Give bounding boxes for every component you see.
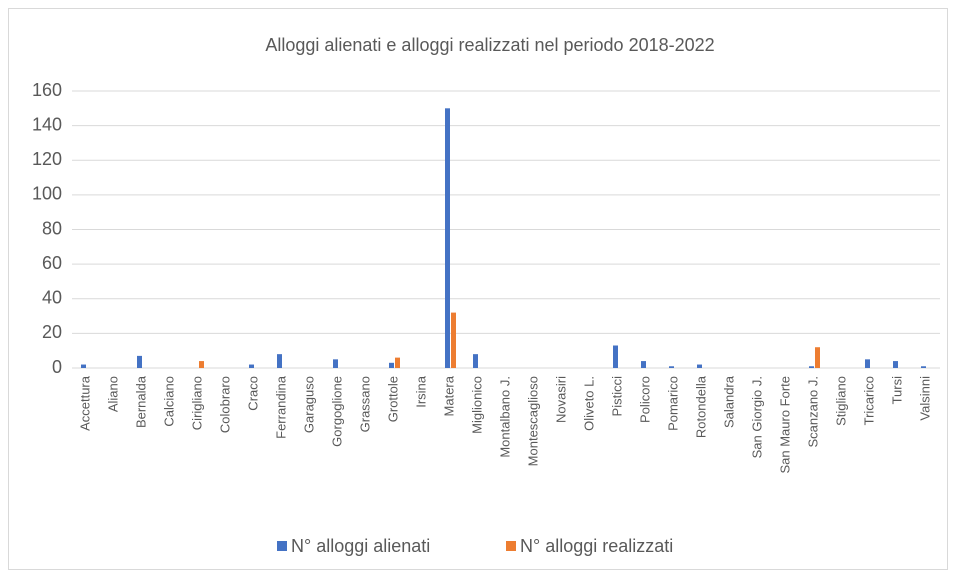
x-tick-label: Gorgoglione — [329, 376, 344, 447]
bar — [249, 364, 254, 368]
x-tick-label: Rotondella — [693, 375, 708, 438]
x-tick-label: San Giorgio J. — [749, 376, 764, 458]
x-tick-label: Grottole — [385, 376, 400, 422]
y-tick-label: 140 — [32, 114, 62, 134]
bar — [697, 364, 702, 368]
x-tick-label: Cirigliano — [189, 376, 204, 430]
x-tick-label: Aliano — [105, 376, 120, 412]
legend-swatch — [277, 541, 287, 551]
bar — [815, 347, 820, 368]
x-tick-label: Valsinni — [917, 376, 932, 421]
x-tick-label: Colobraro — [217, 376, 232, 433]
x-tick-label: Pisticci — [609, 376, 624, 417]
chart-title: Alloggi alienati e alloggi realizzati ne… — [265, 35, 714, 55]
y-tick-label: 40 — [42, 288, 62, 308]
bar — [451, 312, 456, 368]
x-tick-label: Montalbano J. — [497, 376, 512, 458]
bar — [473, 354, 478, 368]
bar — [445, 108, 450, 368]
y-tick-label: 60 — [42, 253, 62, 273]
x-tick-label: Tricarico — [861, 376, 876, 425]
x-tick-label: Novasiri — [553, 376, 568, 423]
x-tick-label: Accettura — [77, 375, 92, 431]
y-tick-label: 100 — [32, 184, 62, 204]
bar — [921, 366, 926, 368]
y-tick-label: 20 — [42, 322, 62, 342]
bar — [333, 359, 338, 368]
bar — [613, 345, 618, 368]
legend-label: N° alloggi realizzati — [520, 536, 673, 556]
x-tick-label: Oliveto L. — [581, 376, 596, 431]
chart-border — [8, 8, 948, 570]
x-tick-label: Miglionico — [469, 376, 484, 434]
legend-label: N° alloggi alienati — [291, 536, 430, 556]
x-tick-label: Ferrandina — [273, 375, 288, 439]
bar — [669, 366, 674, 368]
x-tick-label: Grassano — [357, 376, 372, 432]
x-tick-label: San Mauro Forte — [777, 376, 792, 474]
bar — [199, 361, 204, 368]
bar — [893, 361, 898, 368]
bar — [865, 359, 870, 368]
y-tick-label: 0 — [52, 357, 62, 377]
y-tick-label: 160 — [32, 80, 62, 100]
x-tick-label: Salandra — [721, 375, 736, 428]
y-tick-label: 120 — [32, 149, 62, 169]
x-tick-label: Craco — [245, 376, 260, 411]
legend-swatch — [506, 541, 516, 551]
x-tick-label: Stigliano — [833, 376, 848, 426]
x-tick-label: Scanzano J. — [805, 376, 820, 448]
bar — [395, 357, 400, 368]
x-tick-label: Tursi — [889, 376, 904, 405]
x-tick-label: Montescaglioso — [525, 376, 540, 466]
x-tick-label: Matera — [441, 375, 456, 416]
bar — [277, 354, 282, 368]
x-tick-label: Pomarico — [665, 376, 680, 431]
x-tick-label: Garaguso — [301, 376, 316, 433]
x-tick-label: Policoro — [637, 376, 652, 423]
bar — [137, 355, 142, 368]
y-tick-label: 80 — [42, 218, 62, 238]
bar — [389, 362, 394, 368]
x-tick-label: Calciano — [161, 376, 176, 427]
bar — [809, 366, 814, 368]
x-tick-label: Bernalda — [133, 375, 148, 428]
bar — [81, 364, 86, 368]
x-tick-label: Irsina — [413, 375, 428, 408]
bar — [641, 361, 646, 368]
